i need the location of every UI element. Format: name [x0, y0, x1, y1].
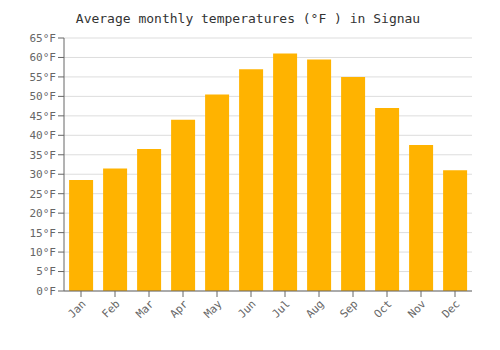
svg-text:Sep: Sep: [337, 297, 360, 320]
svg-text:Jan: Jan: [65, 297, 88, 320]
svg-text:50°F: 50°F: [30, 90, 57, 103]
svg-text:15°F: 15°F: [30, 227, 57, 240]
svg-text:Oct: Oct: [371, 297, 394, 320]
svg-text:20°F: 20°F: [30, 207, 57, 220]
svg-text:0°F: 0°F: [36, 285, 56, 298]
svg-text:Jun: Jun: [235, 297, 258, 320]
svg-text:Jul: Jul: [269, 297, 292, 320]
html-text:Average monthly temperatures (: Average monthly temperatures (°F ) in Si…: [75, 11, 421, 26]
svg-text:10°F: 10°F: [30, 246, 57, 259]
svg-text:45°F: 45°F: [30, 110, 57, 123]
svg-text:5°F: 5°F: [36, 265, 56, 278]
svg-text:May: May: [201, 297, 225, 321]
svg-text:Aug: Aug: [303, 297, 326, 320]
svg-text:Feb: Feb: [99, 297, 122, 320]
svg-text:Nov: Nov: [405, 297, 429, 321]
svg-text:55°F: 55°F: [30, 71, 57, 84]
svg-text:65°F: 65°F: [30, 32, 57, 45]
svg-text:Mar: Mar: [133, 297, 157, 321]
svg-text:35°F: 35°F: [30, 149, 57, 162]
svg-text:40°F: 40°F: [30, 129, 57, 142]
svg-text:30°F: 30°F: [30, 168, 57, 181]
svg-text:Dec: Dec: [439, 297, 462, 320]
svg-text:25°F: 25°F: [30, 188, 57, 201]
svg-text:Apr: Apr: [167, 297, 191, 321]
svg-text:60°F: 60°F: [30, 51, 57, 64]
